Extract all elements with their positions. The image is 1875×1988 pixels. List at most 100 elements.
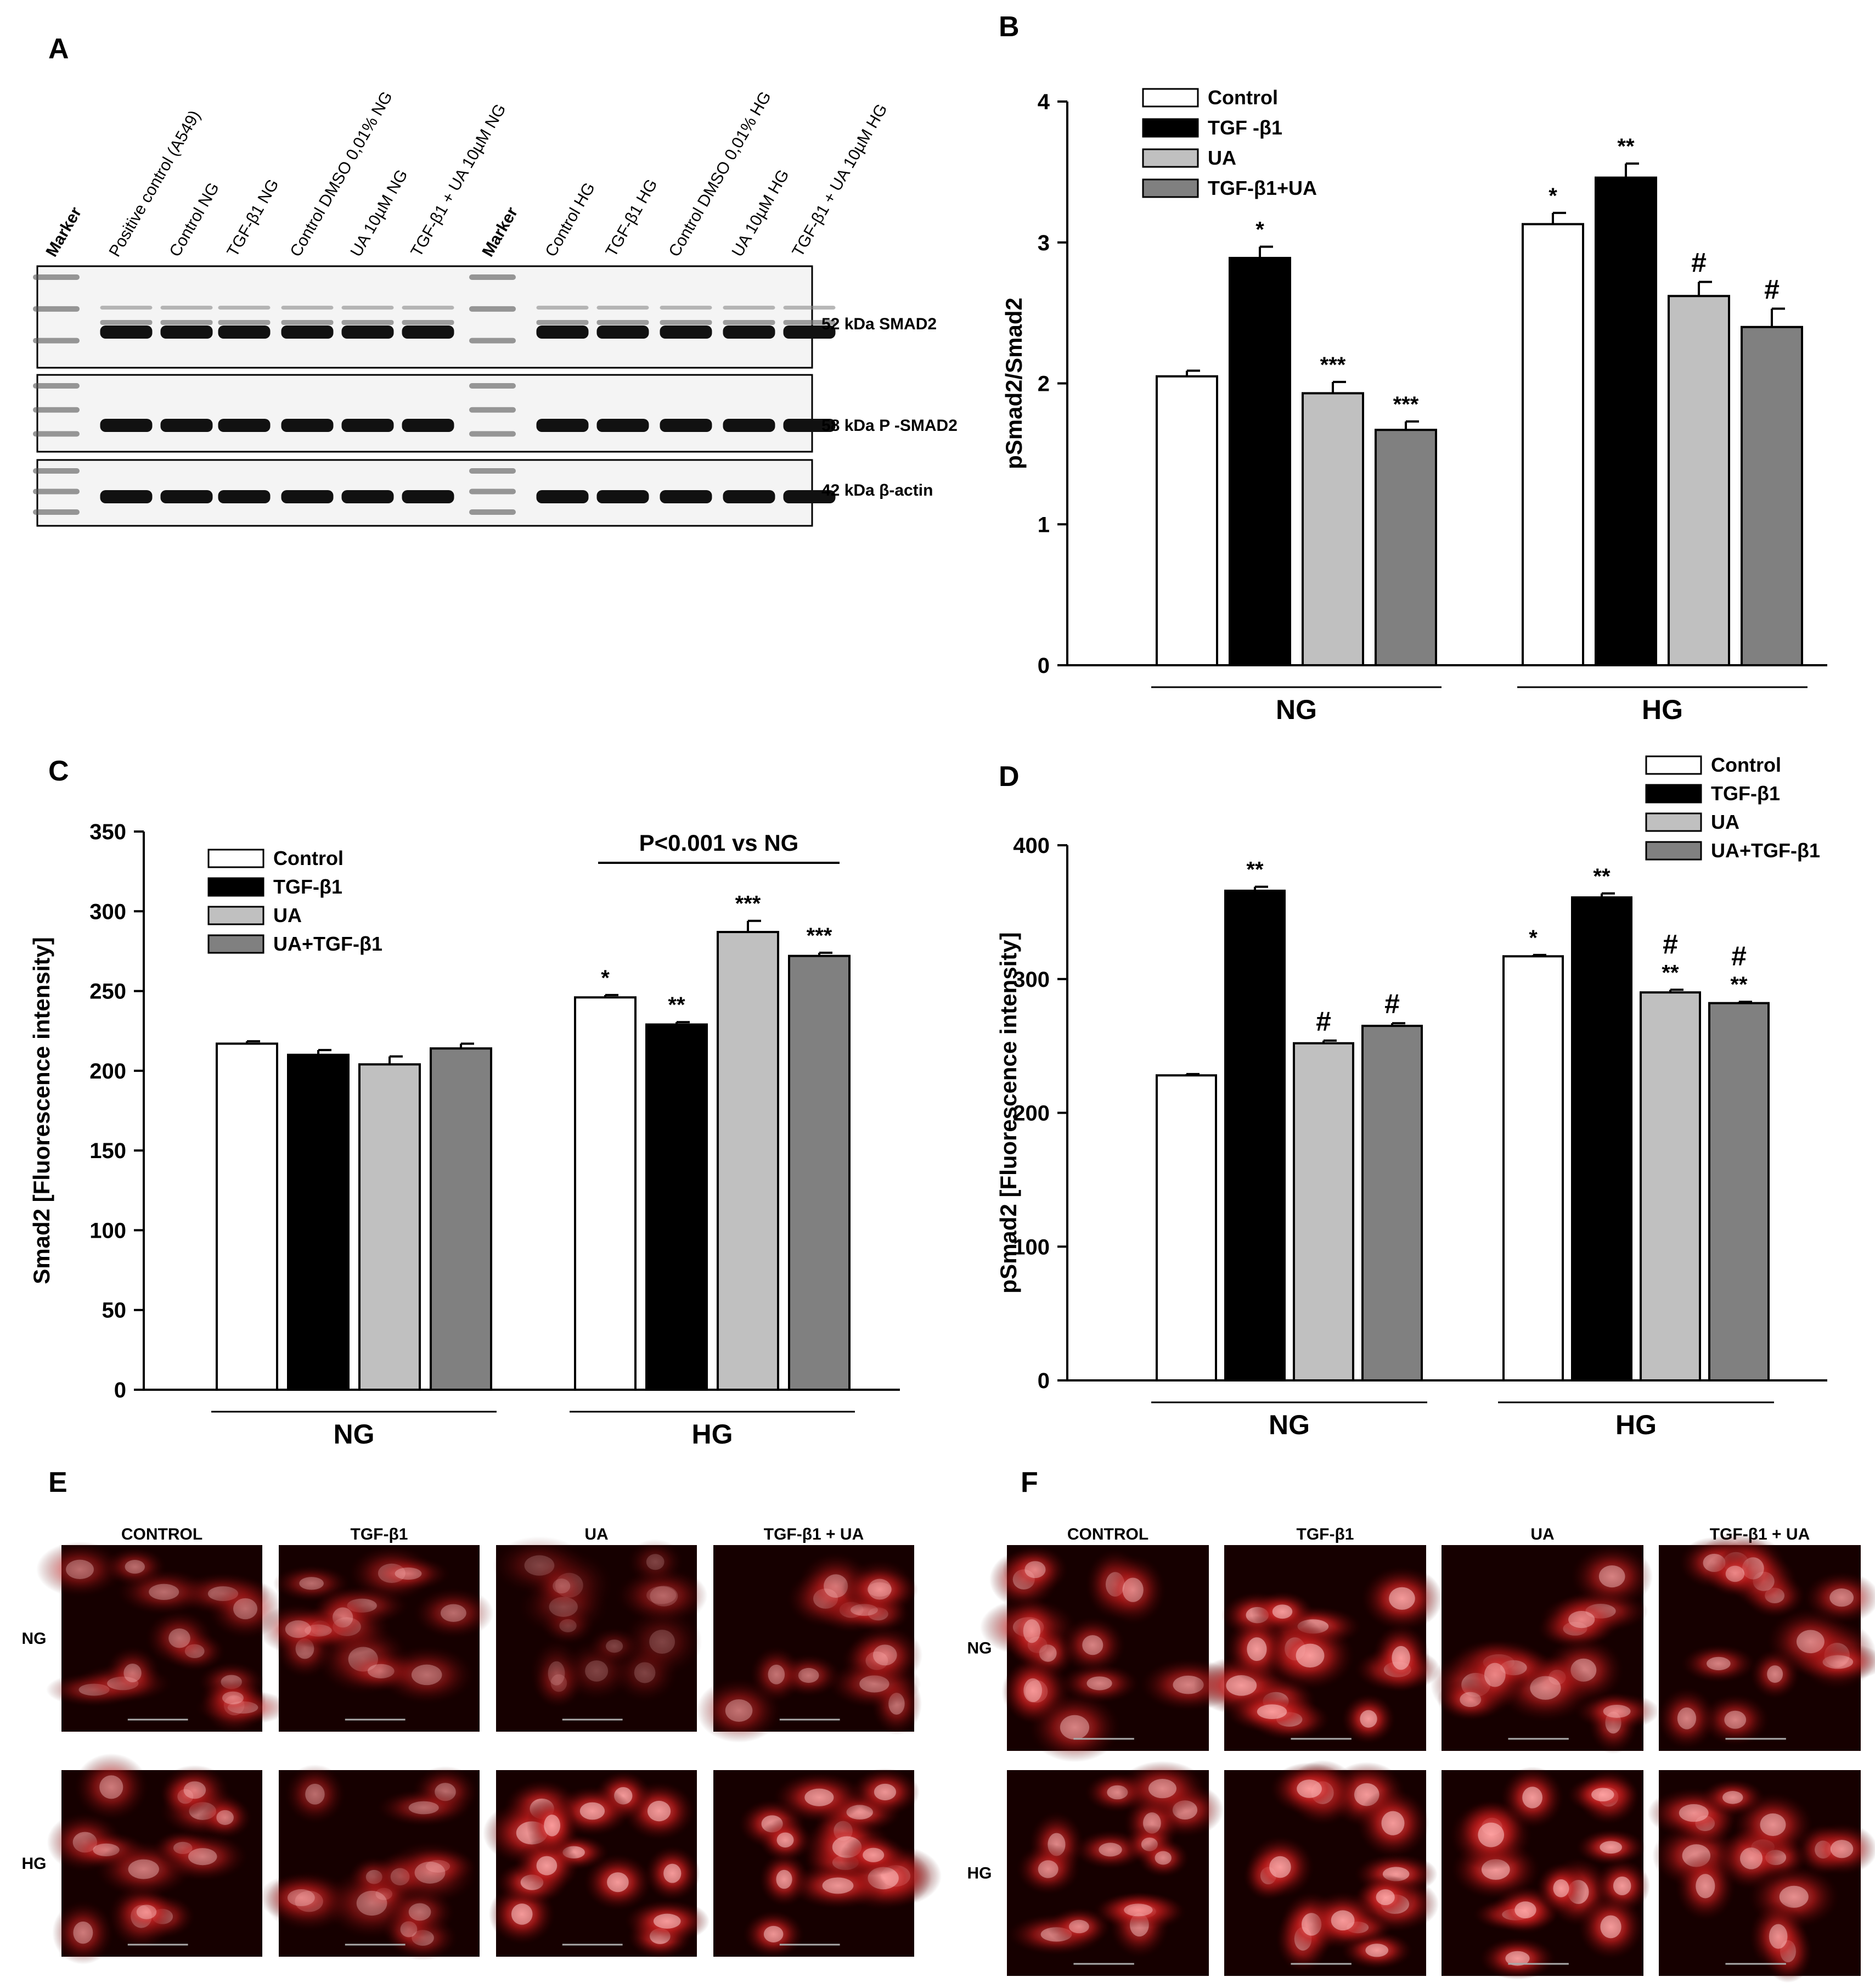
- cell-nucleus: [1760, 1813, 1786, 1837]
- legend-label: UA: [1208, 147, 1236, 169]
- significance-mark: **: [1730, 973, 1748, 997]
- bar: [216, 1042, 278, 1391]
- y-axis-label: pSmad2/Smad2: [1001, 297, 1027, 469]
- y-tick-label: 50: [102, 1299, 127, 1323]
- panel-letter-d: D: [999, 761, 1020, 793]
- cell: [160, 1765, 230, 1815]
- cell-nucleus: [1707, 1656, 1731, 1671]
- faint-band: [402, 306, 454, 310]
- panel-letter-f: F: [1021, 1467, 1038, 1498]
- legend-swatch: [1645, 784, 1702, 804]
- legend-swatch: [1645, 841, 1702, 861]
- marker-band: [33, 383, 80, 389]
- cell: [104, 1646, 161, 1700]
- protein-band: [218, 325, 271, 339]
- cell: [376, 1789, 471, 1827]
- cell-nucleus: [647, 1800, 671, 1822]
- faint-band: [341, 320, 394, 325]
- marker-band: [33, 306, 80, 312]
- y-tick-label: 200: [1013, 1102, 1050, 1126]
- cell-nucleus: [1297, 1779, 1322, 1798]
- lane-label: TGF-β1 NG: [223, 176, 282, 260]
- significance-mark: ***: [1320, 353, 1346, 377]
- significance-mark: *: [1529, 926, 1538, 950]
- band-label: 52 kDa SMAD2: [821, 315, 937, 333]
- cell-nucleus: [607, 1872, 629, 1892]
- significance-mark: **: [1617, 134, 1635, 159]
- cell-nucleus: [73, 1921, 93, 1944]
- cell-nucleus: [99, 1775, 123, 1799]
- cell-nucleus: [872, 1644, 897, 1666]
- protein-band: [100, 490, 153, 503]
- cell: [587, 1627, 641, 1665]
- cell: [1806, 1823, 1875, 1875]
- legend-label: Control: [1711, 754, 1781, 776]
- cell: [1005, 1597, 1059, 1665]
- cell-nucleus: [356, 1890, 387, 1916]
- significance-mark: **: [1662, 961, 1679, 985]
- y-tick-label: 0: [1038, 654, 1050, 678]
- marker-band: [469, 306, 516, 312]
- cell-nucleus: [183, 1781, 206, 1799]
- faint-band: [536, 306, 589, 310]
- cell: [1047, 1907, 1111, 1946]
- blot-strip: [36, 265, 813, 369]
- protein-band: [341, 419, 394, 432]
- significance-mark: *: [1549, 184, 1557, 208]
- cell-nucleus: [1600, 1915, 1621, 1939]
- cell-nucleus: [536, 1856, 558, 1875]
- cell: [115, 1891, 178, 1933]
- y-tick-label: 2: [1038, 372, 1050, 396]
- legend-label: TGF-β1: [1711, 782, 1780, 805]
- bar: [1375, 429, 1437, 666]
- micrograph-panel-e: CONTROL TGF-β1 UA TGF-β1 + UA NG HG: [22, 1525, 942, 1965]
- cell-nucleus: [1505, 1951, 1530, 1966]
- faint-band: [596, 320, 649, 325]
- cell: [758, 1818, 812, 1862]
- cell-nucleus: [1068, 1919, 1089, 1934]
- cell-nucleus: [776, 1832, 794, 1848]
- legend-swatch: [1142, 118, 1199, 138]
- protein-band: [660, 325, 712, 339]
- row-label: HG: [967, 1865, 992, 1883]
- significance-mark: #: [1764, 274, 1780, 305]
- faint-band: [723, 306, 775, 310]
- y-tick-label: 100: [1013, 1235, 1050, 1259]
- y-tick-label: 0: [1038, 1369, 1050, 1393]
- cell: [1093, 1892, 1184, 1928]
- protein-band: [218, 490, 271, 503]
- chart-b: 01234pSmad2/Smad2*******NG***##HGControl…: [1001, 86, 1827, 725]
- cell-nucleus: [1023, 1678, 1043, 1703]
- cell-nucleus: [1099, 1843, 1122, 1857]
- legend-swatch: [207, 877, 264, 897]
- cell-nucleus: [798, 1667, 819, 1683]
- cell: [1461, 1641, 1528, 1710]
- cell-nucleus: [1522, 1787, 1542, 1809]
- cell: [851, 1768, 920, 1816]
- significance-mark: ***: [1393, 392, 1419, 417]
- legend-label: UA+TGF-β1: [1711, 839, 1820, 862]
- cell-nucleus: [1365, 1944, 1389, 1957]
- cell-nucleus: [1148, 1779, 1176, 1799]
- protein-band: [660, 490, 712, 503]
- legend-label: TGF-β1+UA: [1208, 177, 1317, 199]
- bar: [358, 1063, 421, 1391]
- cell-nucleus: [1023, 1619, 1041, 1643]
- group-label: NG: [1276, 694, 1317, 725]
- y-tick-label: 150: [89, 1139, 126, 1163]
- y-axis-label: Smad2 [Fluorescence intensity]: [29, 937, 54, 1284]
- chart-d: 0 100 200 300 400 pSmad2 [Fluorescence intens…: [995, 754, 1827, 1440]
- y-tick-label: 100: [89, 1218, 126, 1243]
- blot-strip: [36, 374, 813, 453]
- bar: [430, 1047, 492, 1391]
- cell-nucleus: [548, 1661, 565, 1686]
- faint-band: [660, 306, 712, 310]
- cell: [74, 1753, 149, 1821]
- cell: [1118, 1761, 1207, 1817]
- cell-nucleus: [1381, 1811, 1405, 1835]
- lane-label: Control HG: [542, 179, 599, 260]
- cell-nucleus: [1376, 1889, 1395, 1906]
- y-tick-label: 4: [1038, 90, 1050, 114]
- cell-nucleus: [123, 1663, 142, 1682]
